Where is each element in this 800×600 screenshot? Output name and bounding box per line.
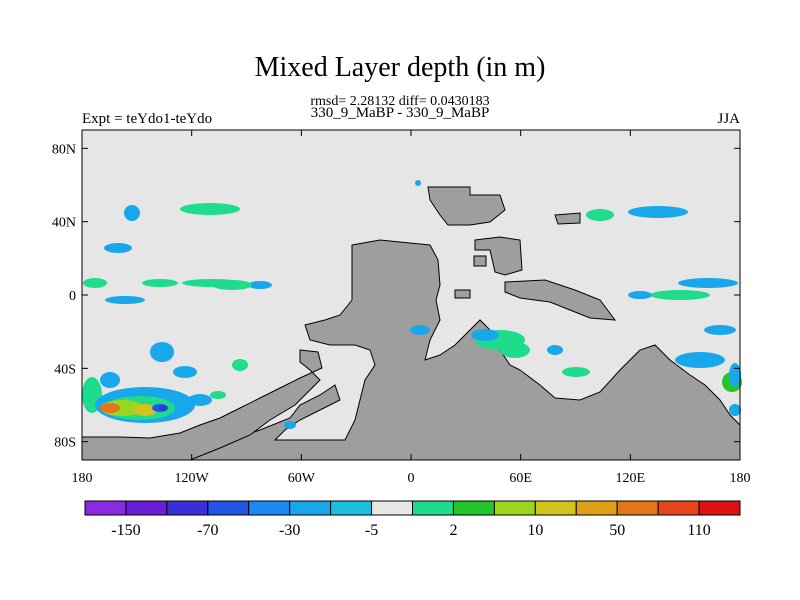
anomaly-patch	[628, 291, 652, 299]
colorbar-label: -150	[111, 522, 140, 539]
anomaly-patch	[180, 203, 240, 215]
anomaly-patch	[212, 280, 252, 290]
anomaly-patch	[650, 290, 710, 300]
anomaly-patch	[678, 278, 738, 288]
colorbar-swatch	[125, 500, 168, 516]
colorbar-label: 2	[449, 522, 457, 539]
anomaly-patch	[704, 325, 736, 335]
colorbar-swatch	[248, 500, 291, 516]
colorbar-swatch	[412, 500, 454, 516]
anomaly-patch	[729, 363, 741, 387]
anomaly-patch	[410, 325, 430, 335]
anomaly-patch	[675, 352, 725, 368]
colorbar-swatch	[371, 500, 413, 516]
colorbar-swatch	[657, 500, 700, 516]
chart-title: Mixed Layer depth (in m)	[254, 52, 546, 83]
colorbar-swatch	[534, 500, 577, 516]
anomaly-patch	[100, 372, 120, 388]
anomaly-patch	[133, 404, 157, 416]
colorbar-swatch	[330, 500, 373, 516]
colorbar-swatch	[84, 500, 127, 516]
x-tick-label: 120E	[616, 471, 646, 486]
land-mass	[474, 236, 523, 276]
x-tick-label: 60W	[288, 471, 316, 486]
colorbar-swatch	[616, 500, 659, 516]
colorbar-swatch	[452, 500, 495, 516]
anomaly-patch	[210, 391, 226, 399]
anomaly-patch	[248, 281, 272, 289]
anomaly-patch	[173, 366, 197, 378]
anomaly-patch	[500, 342, 530, 358]
experiment-label: Expt = teYdo1-teYdo	[82, 111, 213, 127]
land-mass	[504, 279, 617, 321]
anomaly-patch	[232, 359, 248, 371]
y-tick-label: 40S	[54, 362, 76, 377]
y-tick-label: 80N	[52, 142, 76, 157]
anomaly-patch	[150, 342, 174, 362]
anomaly-patch	[104, 243, 132, 253]
y-tick-label: 80S	[54, 436, 76, 451]
x-tick-label: 0	[408, 471, 415, 486]
anomaly-patch	[188, 394, 212, 406]
anomaly-patch	[142, 279, 178, 287]
colorbar-swatch	[698, 500, 741, 516]
anomaly-patch	[562, 367, 590, 377]
colorbar-label: -70	[197, 522, 218, 539]
anomaly-patch	[124, 205, 140, 221]
anomaly-patch	[105, 296, 145, 304]
colorbar-label: 50	[609, 522, 625, 539]
land-mass	[427, 186, 506, 226]
colorbar-swatch	[166, 500, 209, 516]
colorbar-swatch	[575, 500, 618, 516]
colorbar-label: -5	[365, 522, 378, 539]
anomaly-patch	[415, 180, 421, 186]
anomaly-patch	[586, 209, 614, 221]
colorbar-label: -30	[279, 522, 300, 539]
anomaly-patch	[471, 329, 499, 341]
land-mass	[189, 239, 741, 461]
x-tick-label: 120W	[175, 471, 210, 486]
anomaly-patch	[83, 278, 107, 288]
anomaly-patch	[284, 421, 296, 429]
x-tick-label: 180	[730, 471, 751, 486]
x-tick-label: 60E	[509, 471, 532, 486]
x-tick-label: 180	[72, 471, 93, 486]
anomaly-patch	[100, 403, 120, 413]
chart-subtitle: 330_9_MaBP - 330_9_MaBP	[310, 105, 490, 121]
colorbar-label: 110	[687, 522, 710, 539]
anomaly-patch	[628, 206, 688, 218]
anomaly-patch	[547, 345, 563, 355]
colorbar-swatch	[207, 500, 250, 516]
stats-line: rmsd= 2.28132 diff= 0.0430183	[310, 94, 490, 109]
colorbar-label: 10	[527, 522, 543, 539]
land-mass	[81, 349, 323, 461]
land-mass	[454, 289, 471, 299]
land-mass	[473, 255, 487, 267]
season-label: JJA	[717, 111, 740, 127]
colorbar-swatch	[289, 500, 332, 516]
anomaly-patch	[729, 404, 741, 416]
land-mass	[554, 212, 581, 225]
colorbar-swatch	[493, 500, 536, 516]
anomaly-patch	[159, 405, 167, 411]
y-tick-label: 40N	[52, 216, 76, 231]
y-tick-label: 0	[69, 289, 76, 304]
